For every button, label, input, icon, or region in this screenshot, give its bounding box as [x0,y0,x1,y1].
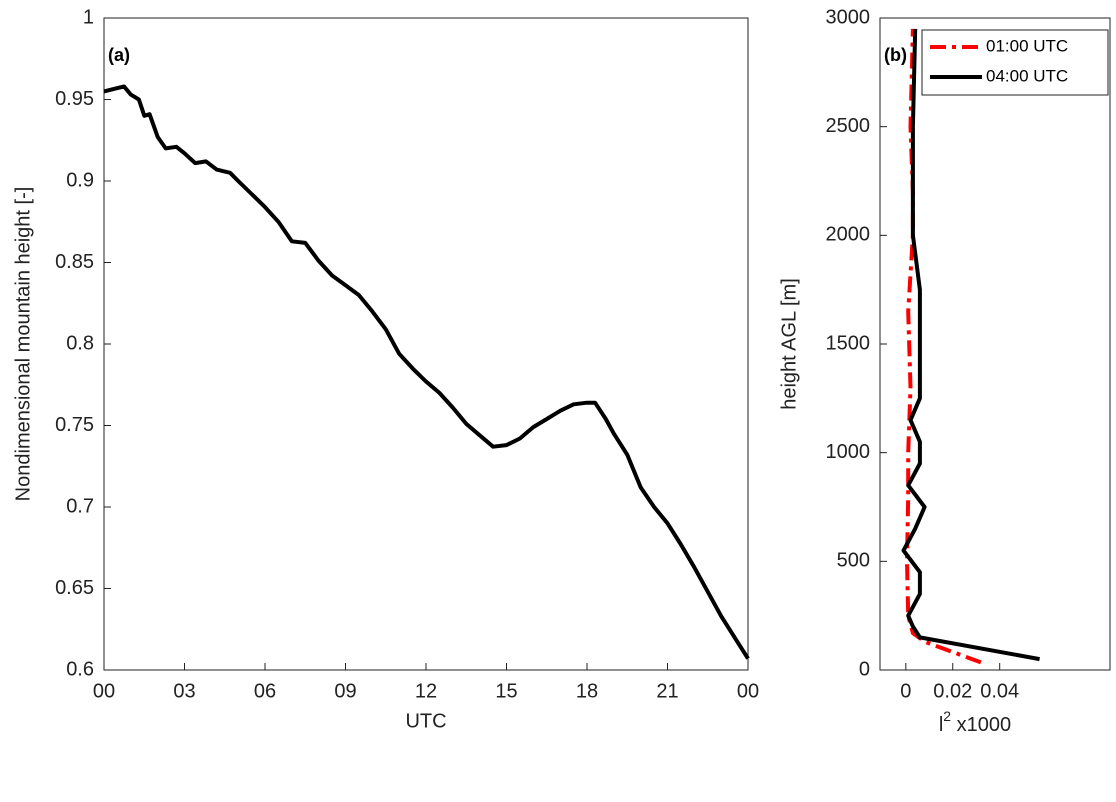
y-tick-label: 1000 [826,441,871,463]
x-tick-label: 00 [737,680,759,702]
x-tick-label: 0.04 [980,680,1019,702]
x-axis-label: UTC [405,710,446,732]
x-tick-label: 15 [495,680,517,702]
x-tick-label: 06 [254,680,276,702]
plot-frame [103,17,749,671]
y-tick-label: 0 [859,658,870,680]
panel-label: (a) [108,45,130,65]
y-tick-label: 0.75 [55,414,94,436]
legend-label: 01:00 UTC [986,36,1068,55]
x-tick-label: 21 [656,680,678,702]
y-tick-label: 3000 [826,6,871,28]
x-tick-label: 12 [415,680,437,702]
x-label-rest: x1000 [951,714,1011,736]
x-tick-label: 0.02 [933,680,972,702]
y-tick-label: 1500 [826,332,871,354]
y-tick-label: 0.9 [66,169,94,191]
x-axis-label: l2 x1000 [939,708,1011,737]
y-tick-label: 0.7 [66,495,94,517]
x-label-sup: 2 [943,708,951,724]
x-tick-label: 0 [900,680,911,702]
y-tick-label: 0.95 [55,88,94,110]
y-axis-label: height AGL [m] [778,278,800,410]
data-line [103,84,750,660]
legend-label: 04:00 UTC [986,66,1068,85]
y-tick-label: 500 [837,550,870,572]
x-label-base: l [939,714,943,736]
x-tick-label: 00 [93,680,115,702]
legend-box [921,29,1109,96]
y-tick-label: 2500 [826,115,871,137]
x-tick-label: 09 [334,680,356,702]
y-tick-label: 0.8 [66,332,94,354]
data-line [901,28,1040,662]
y-tick-label: 2000 [826,224,871,246]
y-tick-label: 0.65 [55,577,94,599]
x-tick-label: 03 [173,680,195,702]
y-tick-label: 1 [83,6,94,28]
y-axis-label: Nondimensional mountain height [-] [12,187,34,502]
y-tick-label: 0.6 [66,658,94,680]
x-tick-label: 18 [576,680,598,702]
panel-label: (b) [884,45,907,65]
y-tick-label: 0.85 [55,251,94,273]
